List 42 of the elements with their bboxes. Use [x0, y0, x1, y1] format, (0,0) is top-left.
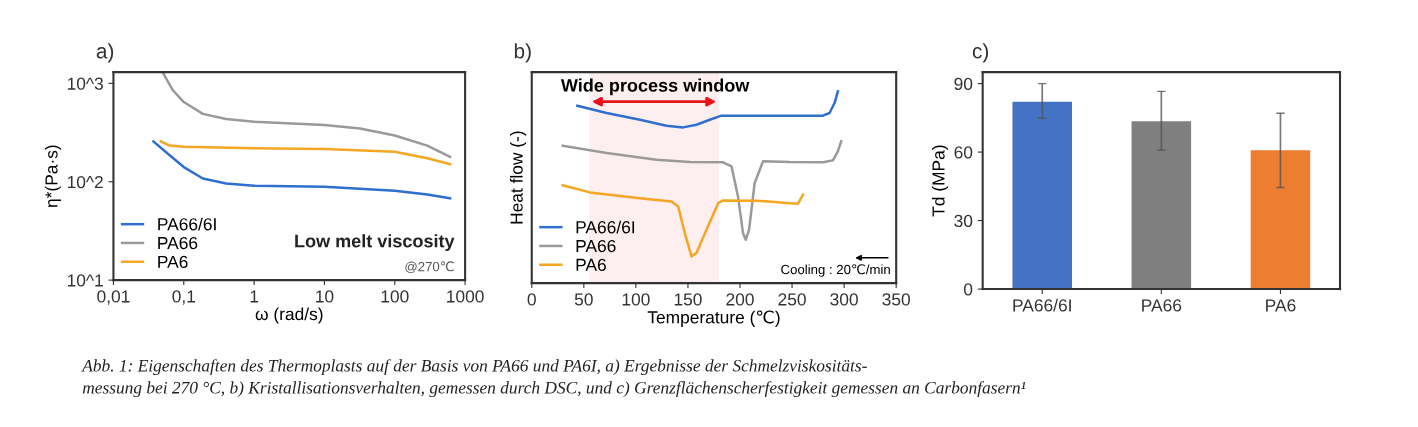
- x-tick-label: 300: [830, 293, 858, 306]
- legend-label: PA66/6I: [576, 220, 635, 234]
- y-tick-label: 30: [954, 214, 973, 228]
- x-tick-label: PA6: [1266, 299, 1296, 312]
- x-tick-label: 250: [778, 293, 806, 306]
- x-tick-label: 100: [622, 293, 650, 306]
- chart-title: c): [972, 43, 989, 63]
- x-tick-label: 1000: [447, 290, 484, 303]
- x-tick-label: 10: [316, 290, 334, 303]
- x-tick-label: 200: [726, 293, 754, 306]
- x-axis-title: ω (rad/s): [255, 307, 323, 324]
- y-tick-label: 60: [954, 146, 973, 159]
- y-tick-label: 90: [954, 77, 973, 91]
- x-tick-label: 350: [882, 293, 910, 306]
- x-tick-label: 0,1: [172, 290, 195, 305]
- annotation: Low melt viscosity: [295, 234, 455, 251]
- annotation: @270℃: [405, 261, 454, 273]
- x-tick-label: PA66: [1142, 299, 1182, 312]
- x-tick-label: 100: [381, 290, 409, 303]
- x-tick-label: 50: [574, 293, 593, 306]
- y-axis-title: Td (MPa): [931, 145, 949, 217]
- band-label: Wide process window: [560, 78, 750, 96]
- x-tick-label: 150: [674, 293, 702, 306]
- chart-title: a): [96, 43, 114, 63]
- chart-title: b): [514, 43, 531, 63]
- x-tick-label: PA66/6I: [1013, 298, 1071, 312]
- x-axis-title: Temperature (℃): [647, 310, 780, 327]
- y-tick-label: 10^2: [67, 175, 103, 189]
- y-axis-title: Heat flow (-): [510, 131, 527, 224]
- legend-label: PA66: [158, 236, 198, 250]
- x-tick-label: 0,01: [97, 290, 130, 305]
- legend-label: PA6: [158, 255, 188, 268]
- y-tick-label: 10^3: [67, 77, 103, 90]
- annotation: Cooling : 20℃/min: [781, 264, 890, 277]
- legend-label: PA66: [576, 239, 616, 253]
- y-axis-title: η*(Pa·s): [44, 145, 62, 208]
- x-tick-label: 1: [250, 290, 259, 303]
- y-tick-label: 10^1: [67, 274, 103, 287]
- legend-label: PA66/6I: [158, 217, 216, 231]
- caption: Abb. 1: Eigenschaften des Thermoplasts auf der Basis von PA66 und PA6I, a) Ergebnisse der Schmelzviskositäts- messung bei 270 °C, b) Kristallisationsverhalten, gemessen durch DSC, und c) Grenzflächenscherfestigkeit gemessen an Carbonfasern¹: [81, 359, 1026, 398]
- x-tick-label: 0: [527, 293, 536, 306]
- legend-label: PA6: [576, 258, 606, 271]
